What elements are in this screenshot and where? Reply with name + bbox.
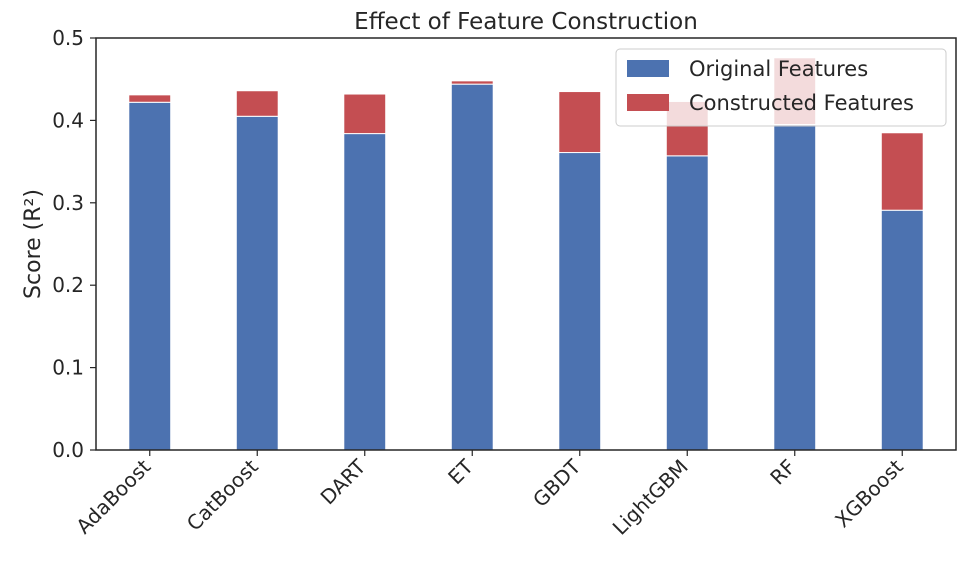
x-tick-label-xgboost: XGBoost: [830, 454, 908, 532]
bar-original-rf: [773, 124, 817, 451]
x-tick-label-adaboost: AdaBoost: [71, 454, 155, 538]
bar-constructed-adaboost: [128, 94, 172, 103]
y-tick-label: 0.5: [52, 26, 84, 50]
bar-original-dart: [343, 133, 387, 451]
chart-title: Effect of Feature Construction: [354, 9, 698, 35]
y-tick-label: 0.3: [52, 191, 84, 215]
legend: Original Features Constructed Features: [615, 48, 947, 127]
y-tick-label: 0.0: [52, 438, 84, 462]
legend-swatch-constructed: [627, 94, 669, 111]
legend-swatch-original: [627, 60, 669, 77]
bar-original-catboost: [235, 115, 279, 451]
x-tick-label-catboost: CatBoost: [182, 454, 263, 535]
y-tick-label: 0.4: [52, 108, 84, 132]
bar-constructed-catboost: [235, 90, 279, 117]
y-tick-label: 0.2: [52, 273, 84, 297]
y-tick-label: 0.1: [52, 356, 84, 380]
bar-original-et: [450, 83, 494, 451]
x-tick-label-et: ET: [443, 454, 478, 489]
y-axis-label: Score (R²): [21, 189, 46, 299]
bar-constructed-gbdt: [558, 91, 602, 154]
legend-label-constructed: Constructed Features: [689, 91, 914, 115]
bar-constructed-dart: [343, 93, 387, 135]
x-tick-label-dart: DART: [316, 454, 371, 509]
x-axis: AdaBoost CatBoost DART ET GBDT LightGBM RF XGBo…: [71, 450, 908, 540]
y-axis: 0.0 0.1 0.2 0.3 0.4 0.5: [52, 26, 96, 462]
plot-frame: [95, 37, 957, 451]
bar-original-gbdt: [558, 152, 602, 451]
bar-original-adaboost: [128, 101, 172, 451]
bars-layer: [128, 57, 924, 451]
legend-box: [615, 48, 947, 127]
x-tick-label-gbdt: GBDT: [528, 454, 586, 512]
bar-original-xgboost: [880, 209, 924, 451]
bar-constructed-xgboost: [880, 132, 924, 211]
x-tick-label-lightgbm: LightGBM: [608, 455, 693, 540]
legend-label-original: Original Features: [689, 57, 868, 81]
x-tick-label-rf: RF: [765, 455, 800, 490]
bar-original-lightgbm: [665, 155, 709, 451]
bar-constructed-et: [450, 80, 494, 85]
